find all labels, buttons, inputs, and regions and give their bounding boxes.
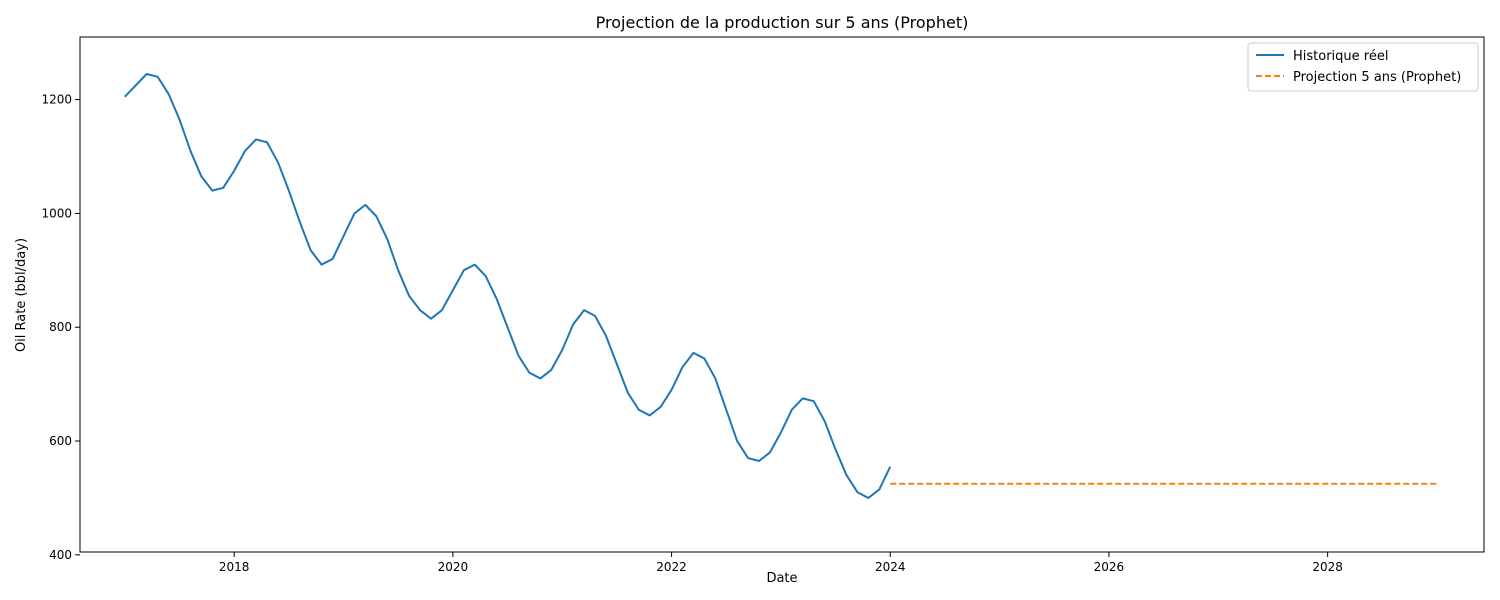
- x-tick-label: 2020: [438, 560, 469, 574]
- x-tick-label: 2024: [875, 560, 906, 574]
- x-tick-label: 2026: [1094, 560, 1125, 574]
- series-line-historique: [124, 72, 892, 499]
- chart-title: Projection de la production sur 5 ans (P…: [596, 13, 969, 32]
- y-axis-label: Oil Rate (bbl/day): [14, 238, 29, 352]
- y-tick-label: 1200: [41, 93, 72, 107]
- plot-area: [79, 36, 1485, 553]
- legend-box: [1247, 42, 1479, 92]
- y-axis: 400 600 800 1000 1200: [41, 93, 80, 562]
- legend-label-historique: Historique réel: [1293, 49, 1388, 64]
- legend: Historique réel Projection 5 ans (Prophe…: [1247, 42, 1479, 92]
- series-layer: [124, 72, 1437, 499]
- y-tick-label: 600: [49, 434, 72, 448]
- y-tick-label: 1000: [41, 206, 72, 220]
- x-tick-label: 2028: [1312, 560, 1343, 574]
- x-tick-label: 2022: [656, 560, 687, 574]
- x-axis: 2018 2020 2022 2024 2026 2028: [219, 552, 1343, 574]
- x-tick-label: 2018: [219, 560, 250, 574]
- legend-label-projection: Projection 5 ans (Prophet): [1293, 70, 1461, 85]
- y-tick-label: 400: [49, 548, 72, 562]
- x-axis-label: Date: [766, 571, 797, 586]
- plot-frame: [79, 36, 1485, 553]
- y-tick-label: 800: [49, 320, 72, 334]
